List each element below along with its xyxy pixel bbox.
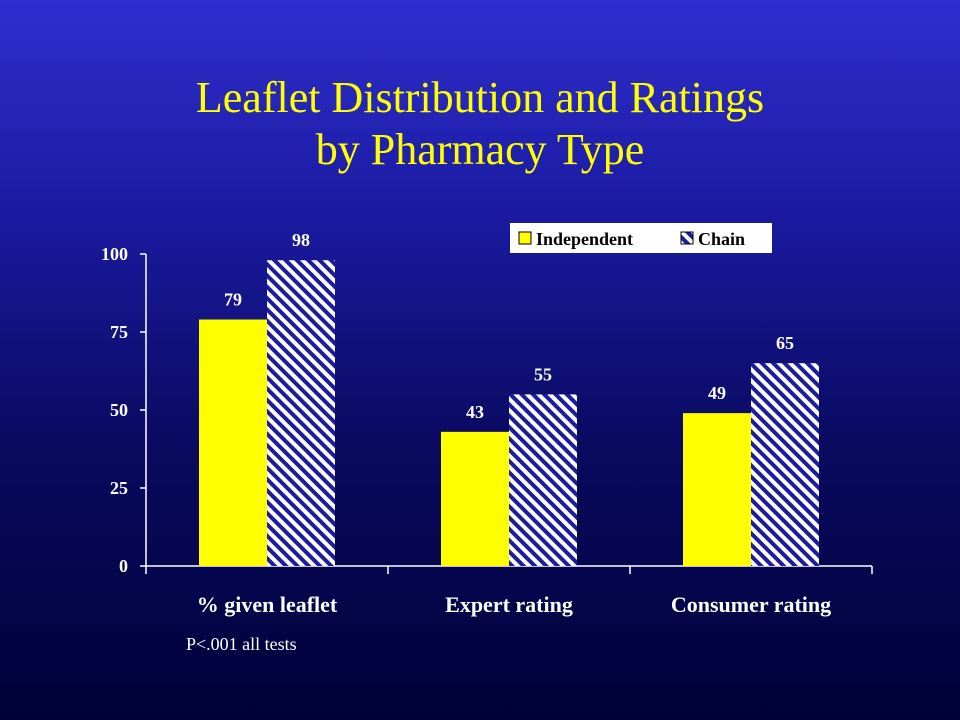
legend-box [510,223,772,253]
bar-independent-2 [441,431,509,566]
x-axis: % given leaflet Expert rating Consumer rat… [145,565,873,617]
y-tick-label: 0 [119,556,128,576]
legend-swatch-independent [518,231,532,245]
x-tick-label: % given leaflet [197,592,338,617]
chart-title-line2: by Pharmacy Type [315,125,645,174]
legend-label-chain: Chain [698,229,745,249]
chart-title: Leaflet Distribution and Ratings by Phar… [0,72,960,176]
data-label-chain: 55 [534,364,552,384]
data-label-independent: 49 [708,383,726,403]
data-labels: 79 98 43 55 49 65 [224,230,794,422]
y-tick-label: 25 [110,478,128,498]
bar-independent-1 [199,319,267,566]
bar-chain-1 [267,260,335,566]
legend-label-independent: Independent [536,229,633,249]
data-label-chain: 65 [776,333,794,353]
data-label-chain: 98 [292,230,310,250]
y-tick-label: 100 [101,244,128,264]
y-axis: 0 25 50 75 100 [101,244,147,576]
bar-chain-3 [751,363,819,566]
footnote: P<.001 all tests [186,634,297,654]
bar-chain-2 [509,394,577,566]
chart-title-line1: Leaflet Distribution and Ratings [195,73,765,122]
y-tick-label: 50 [110,400,128,420]
x-tick-label: Consumer rating [671,592,831,617]
bar-independent-3 [683,413,751,566]
bars [199,260,819,566]
y-tick-label: 75 [110,322,128,342]
legend: Independent Chain [510,223,772,253]
data-label-independent: 43 [466,402,484,422]
data-label-independent: 79 [224,290,242,310]
x-tick-label: Expert rating [445,592,573,617]
legend-swatch-chain [680,231,694,245]
